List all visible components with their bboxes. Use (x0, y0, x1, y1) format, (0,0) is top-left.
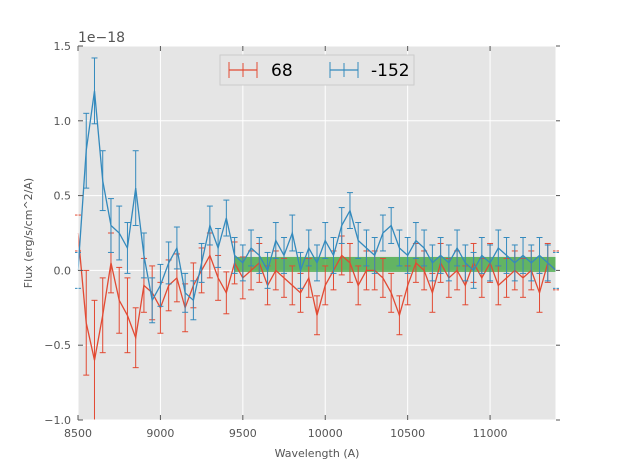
x-tick-label: 11000 (473, 427, 508, 440)
legend-label-68: 68 (271, 61, 293, 81)
plot-background (78, 46, 556, 420)
y-offset-label: 1e−18 (78, 30, 125, 46)
x-tick-label: 8500 (64, 427, 92, 440)
continuum-band-rect (234, 256, 556, 272)
x-tick-label: 9000 (146, 427, 174, 440)
y-axis-label: Flux (erg/s/cm^2/A) (22, 178, 35, 288)
tick-marks: 8500 9000 9500 10000 10500 11000 −1.0 −0.5 0.0 0.… (44, 40, 560, 440)
y-tick-label: −0.5 (44, 339, 71, 352)
y-tick-label: 0.0 (54, 264, 72, 277)
plot-frame (77, 45, 557, 421)
x-tick-label: 9500 (229, 427, 257, 440)
legend-icon-neg152 (329, 62, 359, 78)
x-tick-label: 10500 (390, 427, 425, 440)
y-tick-label: 0.5 (54, 190, 72, 203)
axes (77, 45, 557, 421)
series-line (77, 232, 557, 361)
series-neg152 (75, 57, 559, 324)
legend-label-neg152: -152 (371, 61, 410, 81)
x-axis-label: Wavelength (A) (275, 447, 360, 460)
legend-icon-68 (228, 62, 258, 78)
y-tick-label: 1.5 (54, 40, 72, 53)
series-line (77, 90, 557, 303)
continuum-band (234, 256, 556, 272)
y-tick-label: 1.0 (54, 115, 72, 128)
y-tick-label: −1.0 (44, 414, 71, 427)
legend: 68 -152 (219, 54, 415, 86)
x-tick-label: 10000 (308, 427, 343, 440)
